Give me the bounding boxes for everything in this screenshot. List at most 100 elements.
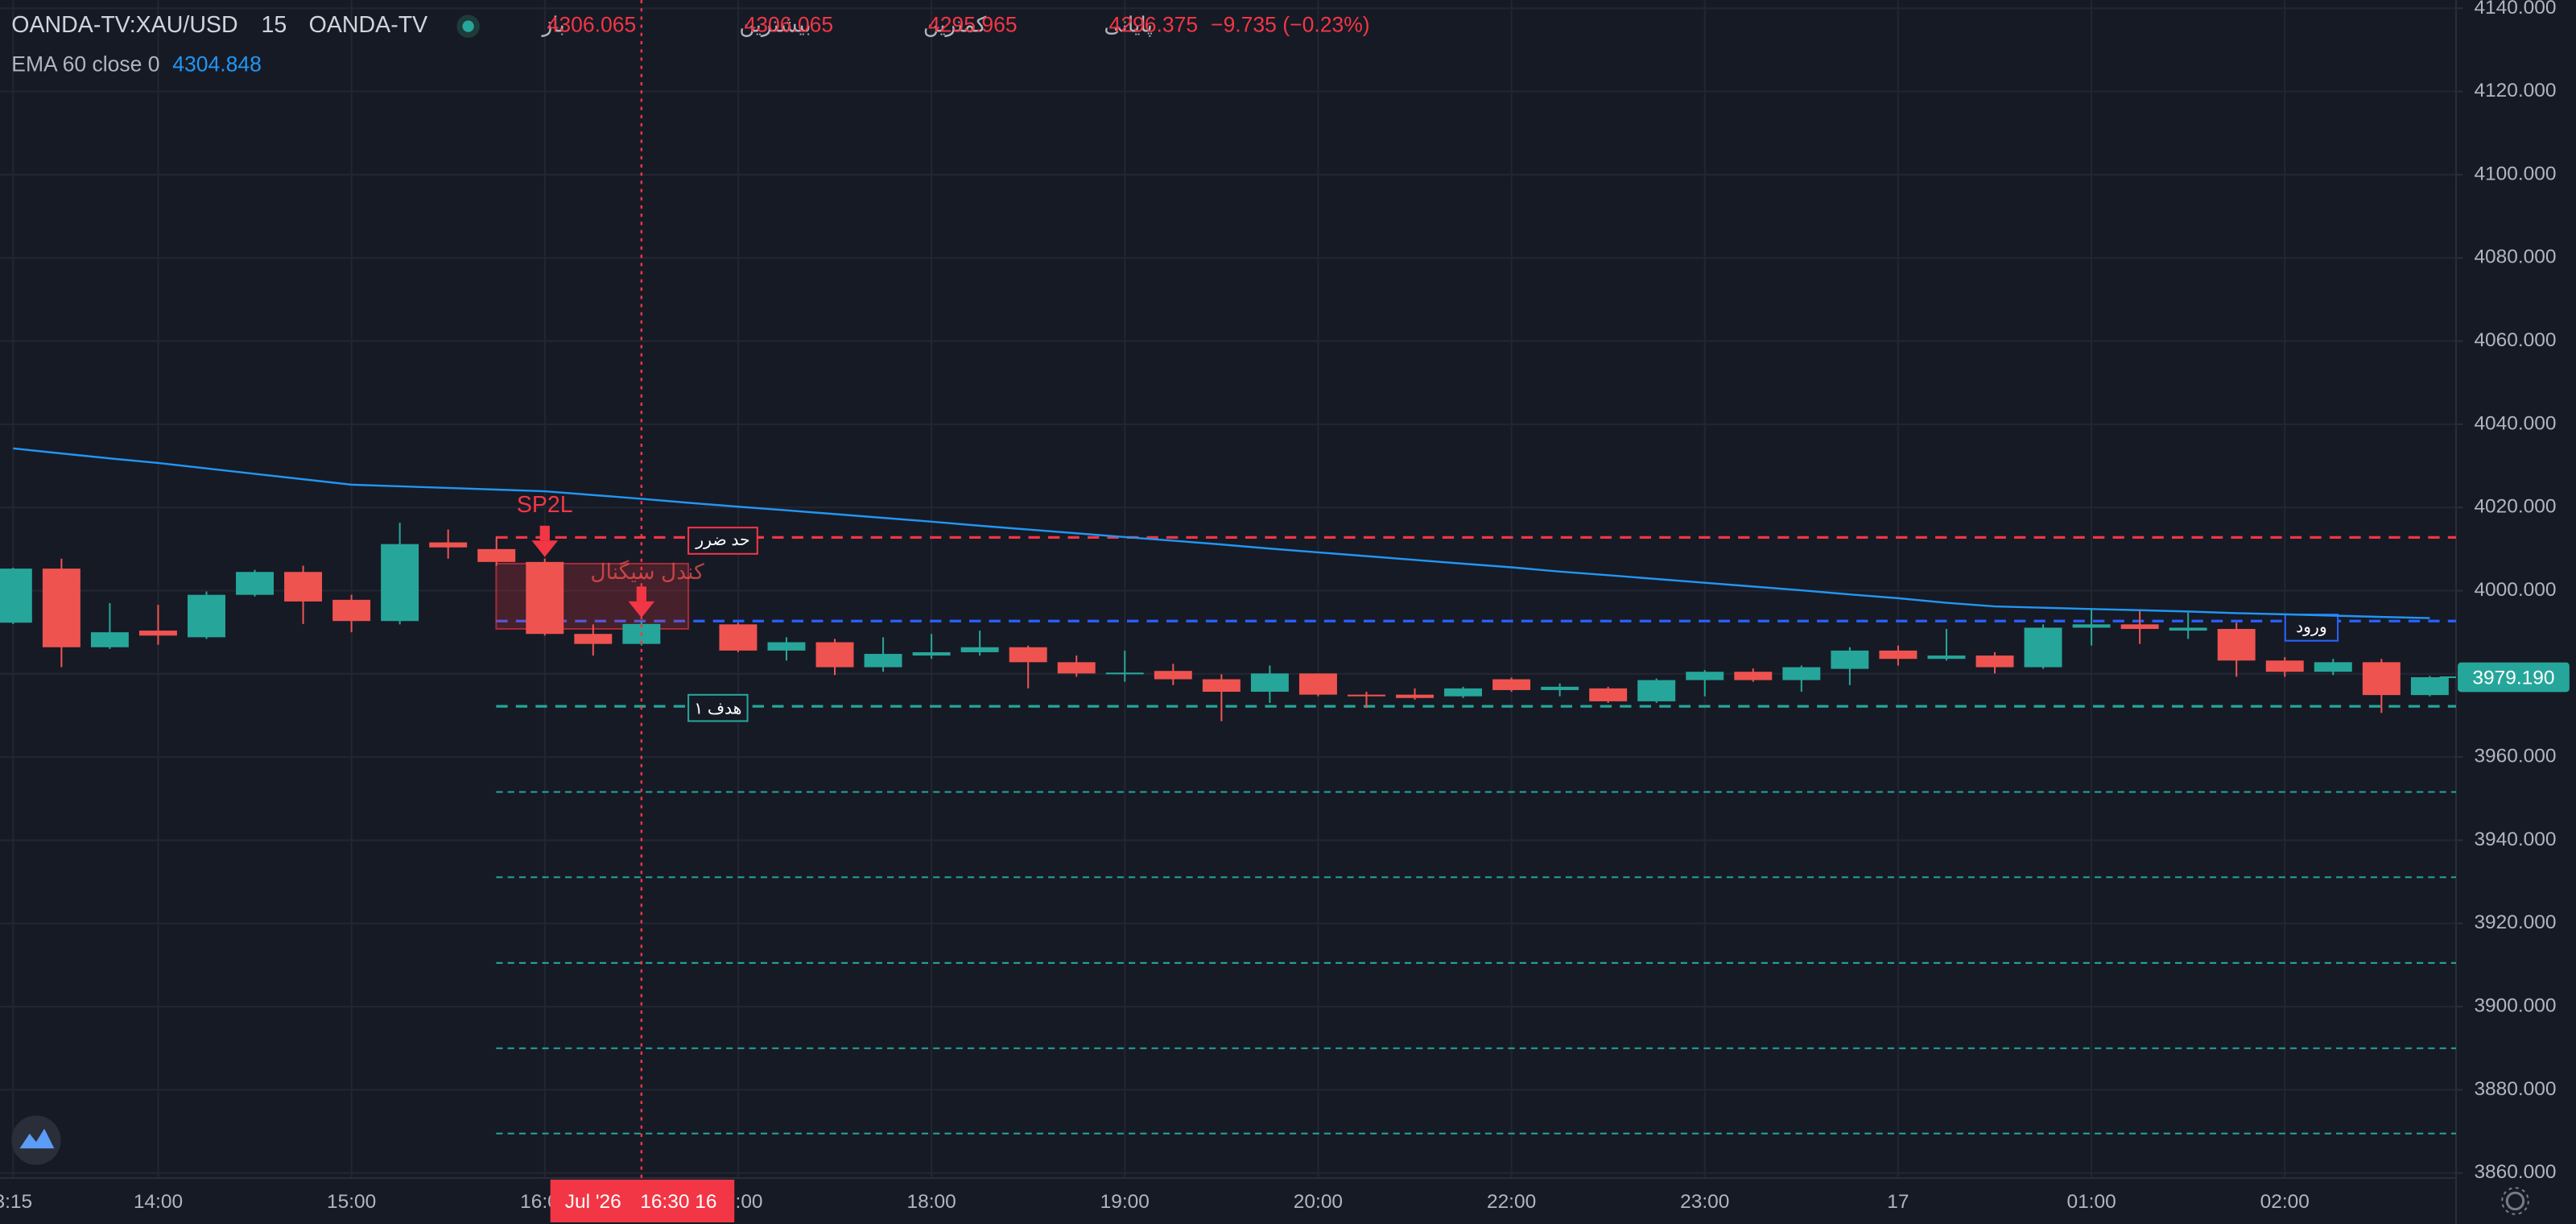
legend-field-label: باز	[540, 13, 564, 38]
candle-body	[138, 631, 177, 636]
legend-field-value: 4306.065	[547, 13, 637, 37]
candle-body	[1589, 688, 1628, 701]
candle-body	[2072, 624, 2111, 628]
candle-body	[2265, 660, 2304, 672]
x-tick-label: 22:00	[1487, 1191, 1536, 1213]
candle-body	[1782, 667, 1821, 680]
candle-body	[1009, 647, 1047, 663]
candle-body	[477, 548, 516, 562]
legend-field-value: 4306.065	[744, 13, 833, 37]
candle-body	[767, 642, 806, 651]
legend-field-value: 4295.965	[928, 13, 1018, 37]
last-price-label: 3979.190	[2472, 668, 2554, 689]
x-tick-label: 14:00	[134, 1191, 183, 1213]
y-tick-label: 4100.000	[2474, 163, 2556, 184]
candle-body	[2362, 662, 2401, 696]
candle-body	[1298, 673, 1337, 695]
legend-interval: 15	[261, 12, 287, 38]
candle-body	[2024, 627, 2062, 668]
candle-body	[1879, 650, 1918, 660]
level-label-box	[2284, 614, 2339, 642]
y-tick-label: 3940.000	[2474, 829, 2556, 850]
candle-body	[236, 572, 274, 595]
candle-body	[2217, 629, 2256, 661]
candle-body	[1444, 688, 1483, 697]
candle-body	[1927, 655, 1966, 660]
candle-body	[960, 647, 999, 652]
candle-body	[2120, 624, 2159, 630]
y-tick-label: 4140.000	[2474, 0, 2556, 19]
candle-body	[0, 569, 32, 623]
y-tick-label: 3880.000	[2474, 1078, 2556, 1100]
legend-field-label: پایانی	[1104, 13, 1152, 38]
legend-change: −9.735 (−0.23%)	[1211, 13, 1370, 37]
x-tick-label: 17	[1887, 1191, 1909, 1213]
signal-box-label: کندل سیگنال	[590, 559, 704, 584]
candle-body	[1541, 686, 1579, 690]
level-label: هدف ۱	[694, 701, 741, 718]
logo[interactable]	[11, 1115, 61, 1165]
y-tick-label: 4080.000	[2474, 246, 2556, 268]
candle-body	[381, 544, 419, 622]
candle-body	[1831, 650, 1869, 669]
crosshair-time: 16:30 16	[640, 1191, 716, 1213]
candle-body	[284, 572, 323, 602]
x-tick-label: 15:00	[327, 1191, 376, 1213]
candle-body	[188, 594, 225, 638]
x-tick-label: 20:00	[1294, 1191, 1343, 1213]
candle-body	[1057, 662, 1096, 674]
legend-field-value: 4296.375	[1109, 13, 1199, 37]
candle-body	[42, 569, 80, 647]
y-tick-label: 4040.000	[2474, 412, 2556, 434]
y-tick-label: 4020.000	[2474, 496, 2556, 518]
candle-body	[2314, 662, 2352, 672]
y-tick-label: 3900.000	[2474, 995, 2556, 1017]
legend-exchange: OANDA-TV	[309, 12, 428, 38]
candle-body	[2169, 627, 2207, 631]
candle-body	[1975, 655, 2014, 668]
candle-body	[1348, 694, 1385, 697]
crosshair-date: Jul '26	[565, 1191, 621, 1213]
ema-legend-name: EMA 60 close 0	[11, 52, 159, 76]
y-tick-label: 3960.000	[2474, 746, 2556, 767]
candle-body	[332, 599, 371, 622]
signal-arrow	[539, 525, 550, 541]
signal-arrow	[531, 540, 559, 557]
settings-icon[interactable]	[2501, 1187, 2529, 1215]
legend-symbol: OANDA-TV:XAU/USD	[11, 12, 237, 38]
candle-body	[912, 651, 951, 656]
x-tick-label: 3:15	[0, 1191, 32, 1213]
market-status	[462, 20, 474, 32]
level-label: حد ضرر	[695, 531, 749, 549]
legend-field-label: کمترین	[923, 13, 987, 38]
x-tick-label: 18:00	[906, 1191, 956, 1213]
x-tick-label: 23:00	[1680, 1191, 1729, 1213]
y-tick-label: 3860.000	[2474, 1161, 2556, 1183]
y-tick-label: 4120.000	[2474, 80, 2556, 101]
signal-text: SP2L	[517, 492, 573, 518]
y-tick-label: 4000.000	[2474, 579, 2556, 601]
candle-body	[429, 542, 468, 548]
candle-body	[1105, 672, 1144, 675]
candle-body	[1154, 671, 1192, 680]
crosshair-label-box	[550, 1179, 735, 1222]
x-tick-label: 02:00	[2260, 1191, 2310, 1213]
level-label: ورود	[2296, 618, 2327, 636]
level-label-box	[687, 693, 749, 722]
last-price-box	[2458, 662, 2570, 693]
ema-legend-value: 4304.848	[172, 52, 262, 76]
y-tick-label: 3920.000	[2474, 912, 2556, 933]
candle-body	[1396, 694, 1434, 698]
legend-field-label: بیشترین	[739, 13, 811, 38]
candle-body	[1637, 680, 1676, 701]
candle-body	[815, 642, 854, 668]
candle-body	[1250, 673, 1289, 693]
candle-body	[1202, 679, 1241, 693]
y-tick-label: 4060.000	[2474, 329, 2556, 351]
x-tick-label: 01:00	[2066, 1191, 2116, 1213]
candle-body	[1686, 672, 1724, 680]
candle-body	[1492, 679, 1531, 690]
